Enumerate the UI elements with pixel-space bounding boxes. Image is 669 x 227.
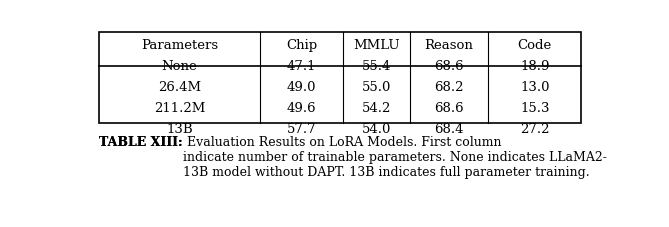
Text: TABLE XIII:: TABLE XIII: [99,136,183,149]
Text: 49.0: 49.0 [286,81,316,94]
Text: 47.1: 47.1 [286,60,316,73]
Text: 211.2M: 211.2M [154,102,205,115]
Text: 54.2: 54.2 [362,102,391,115]
Text: 13B: 13B [166,123,193,136]
Text: 27.2: 27.2 [520,123,549,136]
Text: 54.0: 54.0 [362,123,391,136]
Text: 26.4M: 26.4M [158,81,201,94]
Text: 57.7: 57.7 [286,123,316,136]
Text: Evaluation Results on LoRA Models. First column
indicate number of trainable par: Evaluation Results on LoRA Models. First… [183,136,607,179]
Text: Parameters: Parameters [141,39,218,52]
Text: 49.6: 49.6 [286,102,316,115]
Text: 68.6: 68.6 [434,60,464,73]
Text: 68.4: 68.4 [434,123,464,136]
Text: TABLE XIII: Evaluation Results on LoRA Models. First column
indicate number of t: TABLE XIII: Evaluation Results on LoRA M… [99,136,523,179]
Text: None: None [162,60,197,73]
Text: 68.6: 68.6 [434,102,464,115]
Text: 13.0: 13.0 [520,81,549,94]
Text: TABLE XIII:: TABLE XIII: [99,136,183,149]
Text: 55.4: 55.4 [362,60,391,73]
Text: 18.9: 18.9 [520,60,549,73]
Text: Reason: Reason [425,39,474,52]
Text: MMLU: MMLU [353,39,400,52]
Text: 55.0: 55.0 [362,81,391,94]
Text: 68.2: 68.2 [434,81,464,94]
Text: Code: Code [518,39,552,52]
Text: Chip: Chip [286,39,317,52]
Text: 15.3: 15.3 [520,102,549,115]
